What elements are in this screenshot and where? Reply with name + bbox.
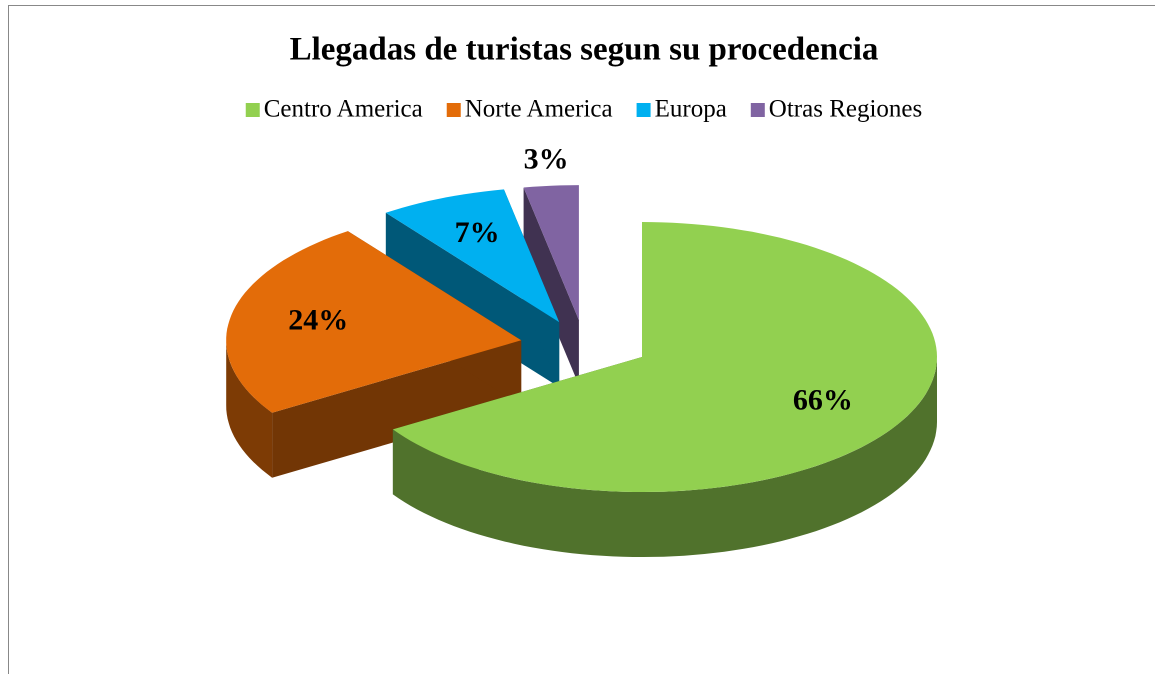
legend-item: Norte America	[447, 96, 613, 123]
legend: Centro America Norte America Europa Otras R…	[246, 96, 923, 123]
legend-label: Norte America	[465, 96, 613, 123]
data-label: 7%	[455, 216, 500, 249]
legend-swatch	[447, 103, 461, 117]
data-label: 24%	[288, 303, 348, 336]
data-label: 3%	[524, 142, 569, 175]
legend-swatch	[246, 103, 260, 117]
legend-item: Centro America	[246, 96, 423, 123]
legend-swatch	[637, 103, 651, 117]
legend-label: Centro America	[264, 96, 423, 123]
legend-swatch	[751, 103, 765, 117]
legend-label: Europa	[655, 96, 727, 123]
data-label: 66%	[793, 383, 853, 416]
legend-item: Otras Regiones	[751, 96, 922, 123]
legend-label: Otras Regiones	[769, 96, 922, 123]
chart-title: Llegadas de turistas segun su procedenci…	[290, 32, 879, 68]
